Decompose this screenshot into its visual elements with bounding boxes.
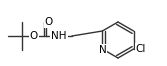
Text: O: O — [45, 17, 53, 27]
Text: NH: NH — [51, 31, 67, 41]
Text: O: O — [30, 31, 38, 41]
Text: Cl: Cl — [135, 44, 146, 54]
Text: N: N — [99, 45, 106, 55]
